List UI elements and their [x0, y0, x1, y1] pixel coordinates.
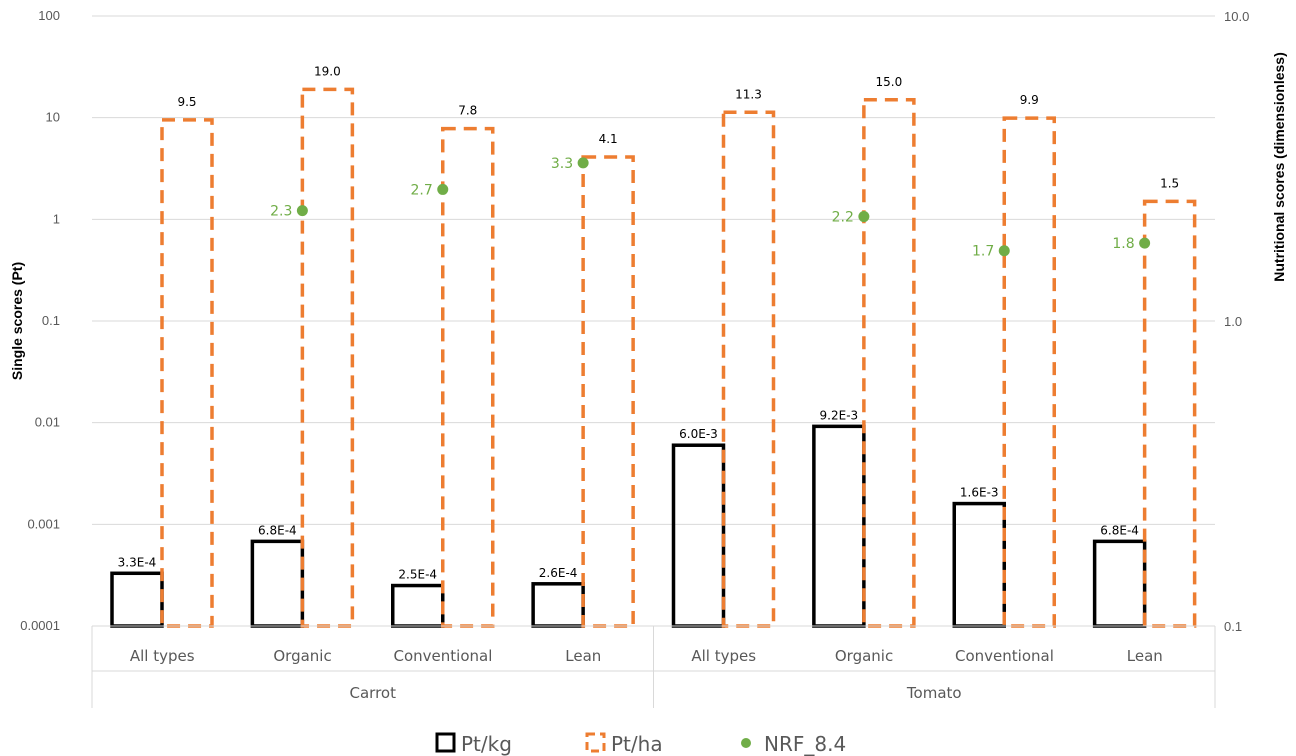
data-label-pt-kg: 2.5E-4	[398, 568, 437, 582]
legend-item-pt-kg[interactable]: Pt/kg	[435, 732, 512, 756]
category-label: All types	[691, 647, 756, 665]
data-label-nrf: 1.8	[1112, 236, 1134, 252]
y-left-tick-label: 100	[38, 8, 60, 23]
data-label-pt-ha: 9.9	[1020, 93, 1039, 107]
nrf-point	[577, 157, 589, 169]
data-label-nrf: 1.7	[972, 244, 994, 260]
legend-swatch-pt-kg	[435, 732, 456, 753]
nrf-points: 2.3 2.7 3.3 2.2 1.7 1.8	[270, 156, 1151, 260]
category-label: Organic	[273, 647, 331, 665]
legend-swatch-nrf	[741, 738, 751, 748]
data-label-pt-ha: 9.5	[177, 95, 196, 109]
data-label-pt-ha: 7.8	[458, 104, 477, 118]
bars: 3.3E-4 9.5 6.8E-4 19.0 2.5E-4 7.8 2.6E-4 4.1 6.0…	[110, 64, 1197, 628]
category-label: Organic	[835, 647, 893, 665]
data-label-nrf: 2.3	[270, 204, 292, 220]
nrf-point	[998, 245, 1010, 257]
y-right-tick-label: 10.0	[1224, 9, 1249, 24]
category-label: Lean	[1127, 647, 1163, 665]
bar-pt-ha	[862, 98, 916, 628]
data-label-pt-kg: 6.0E-3	[679, 427, 718, 441]
data-label-pt-ha: 19.0	[314, 64, 341, 78]
nrf-point	[1139, 237, 1151, 249]
category-label: Conventional	[394, 647, 493, 665]
data-label-pt-kg: 2.6E-4	[539, 566, 578, 580]
category-axis: All types Organic Conventional Lean Carrot Al…	[91, 625, 1216, 708]
bar-pt-ha	[300, 87, 355, 628]
data-label-pt-ha: 11.3	[735, 87, 762, 101]
y-left-tick-label: 10	[46, 110, 60, 125]
legend-swatch-pt-ha	[585, 732, 606, 753]
data-label-nrf: 2.7	[410, 182, 432, 198]
bar-pt-ha	[1142, 199, 1197, 628]
y-left-tick-label: 0.1	[42, 313, 60, 328]
data-label-pt-kg: 6.8E-4	[258, 523, 297, 537]
legend-label-pt-kg: Pt/kg	[461, 732, 512, 756]
legend-label-nrf: NRF_8.4	[764, 732, 846, 756]
bar-pt-kg	[812, 424, 866, 628]
legend-item-nrf[interactable]: NRF_8.4	[741, 732, 846, 756]
data-label-pt-kg: 1.6E-3	[960, 486, 999, 500]
bar-pt-ha	[441, 126, 495, 628]
legend-label-pt-ha: Pt/ha	[611, 732, 663, 756]
axis-ticks: 0.0001 0.001 0.01 0.1 1 10 100 0.1 1.0 10.0	[20, 8, 1249, 634]
bar-pt-ha	[581, 155, 635, 628]
data-label-pt-ha: 1.5	[1160, 176, 1179, 190]
y-right-tick-label: 0.1	[1224, 619, 1242, 634]
group-label: Tomato	[906, 684, 962, 702]
bar-pt-kg	[1092, 539, 1147, 628]
category-label: All types	[130, 647, 195, 665]
y-left-axis-title: Single scores (Pt)	[9, 262, 25, 380]
category-label: Conventional	[955, 647, 1054, 665]
data-label-pt-kg: 3.3E-4	[118, 555, 157, 569]
bar-pt-kg	[671, 443, 726, 628]
legend: Pt/kg Pt/ha NRF_8.4	[435, 732, 846, 756]
y-right-tick-label: 1.0	[1224, 314, 1242, 329]
bar-pt-kg	[952, 501, 1006, 628]
data-label-nrf: 3.3	[551, 156, 573, 172]
y-right-axis-title: Nutritional scores (dimensionless)	[1271, 52, 1287, 282]
legend-item-pt-ha[interactable]: Pt/ha	[585, 732, 663, 756]
bar-pt-kg	[531, 582, 585, 628]
data-label-pt-kg: 6.8E-4	[1100, 523, 1139, 537]
bar-pt-ha	[721, 110, 776, 628]
bar-pt-kg	[391, 583, 445, 628]
nrf-point	[296, 205, 308, 217]
y-left-tick-label: 0.01	[35, 415, 60, 430]
nrf-point	[858, 211, 870, 223]
category-label: Lean	[565, 647, 601, 665]
y-left-tick-label: 1	[53, 211, 60, 226]
y-left-tick-label: 0.001	[27, 516, 60, 531]
bar-pt-ha	[160, 118, 214, 628]
bar-pt-ha	[1002, 116, 1056, 628]
data-label-pt-kg: 9.2E-3	[820, 408, 859, 422]
data-label-pt-ha: 4.1	[599, 132, 618, 146]
gridlines	[92, 15, 1215, 627]
bar-pt-kg	[110, 571, 164, 628]
data-label-pt-ha: 15.0	[876, 75, 903, 89]
bar-pt-kg	[250, 539, 305, 628]
data-label-nrf: 2.2	[832, 210, 854, 226]
nrf-point	[437, 183, 449, 195]
y-left-tick-label: 0.0001	[20, 618, 60, 633]
group-label: Carrot	[350, 684, 397, 702]
